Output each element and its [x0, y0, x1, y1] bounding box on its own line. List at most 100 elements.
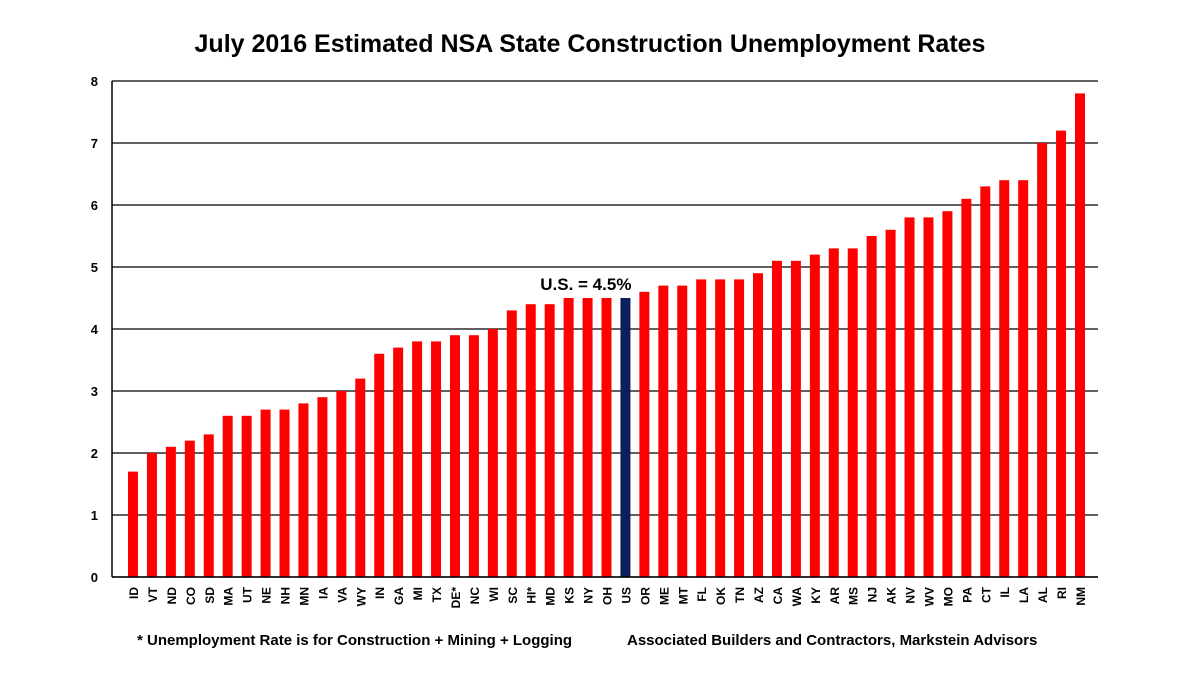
bar-mn: [298, 403, 309, 577]
x-tick-label: SC: [506, 587, 520, 604]
bar-md: [544, 304, 555, 577]
bar-nc: [468, 335, 479, 577]
bar-mo: [942, 211, 953, 577]
bar-ia: [317, 397, 328, 577]
x-tick-label: GA: [392, 587, 406, 605]
x-tick-label: MO: [941, 587, 955, 606]
y-tick-label: 8: [91, 74, 98, 89]
x-tick-label: OK: [714, 587, 728, 605]
bar-pa: [961, 198, 972, 578]
bar-nv: [904, 217, 915, 577]
x-tick-label: WY: [354, 587, 368, 606]
bar-ok: [715, 279, 726, 577]
bar-sc: [506, 310, 517, 577]
x-tick-label: AR: [828, 587, 842, 605]
x-tick-label: TN: [733, 587, 747, 603]
x-tick-label: MI: [411, 587, 425, 600]
y-tick-label: 1: [91, 508, 98, 523]
bar-co: [184, 440, 195, 577]
x-tick-label: ID: [127, 587, 141, 599]
bar-al: [1037, 143, 1048, 577]
bar-fl: [696, 279, 707, 577]
bar-az: [753, 273, 764, 577]
bar-ut: [241, 415, 252, 577]
x-tick-label: NM: [1074, 587, 1088, 606]
bar-wv: [923, 217, 934, 577]
bar-de: [449, 335, 460, 577]
x-tick-label: IA: [316, 587, 330, 599]
source-note: Associated Builders and Contractors, Mar…: [627, 632, 1038, 649]
x-tick-label: AK: [885, 587, 899, 605]
x-tick-label: KS: [563, 587, 577, 604]
y-tick-label: 4: [91, 322, 99, 337]
x-tick-label: VA: [335, 587, 349, 603]
y-tick-label: 0: [91, 570, 98, 585]
bar-mt: [677, 285, 688, 577]
bar-id: [128, 471, 138, 577]
x-tick-label: NJ: [866, 587, 880, 602]
x-tick-label: PA: [960, 587, 974, 603]
bar-ks: [563, 298, 574, 577]
x-tick-label: CO: [184, 587, 198, 605]
bar-vt: [146, 453, 157, 577]
x-tick-label: MA: [222, 587, 236, 606]
x-tick-label: SD: [203, 587, 217, 604]
bar-or: [639, 291, 650, 577]
x-tick-label: WI: [487, 587, 501, 602]
x-tick-label: WA: [790, 587, 804, 607]
bar-ky: [809, 254, 820, 577]
bar-sd: [203, 434, 214, 577]
bar-mi: [412, 341, 423, 577]
bar-nh: [279, 409, 290, 577]
y-tick-label: 3: [91, 384, 98, 399]
bar-ar: [828, 248, 839, 577]
bar-ga: [393, 347, 404, 577]
x-tick-label: ND: [165, 587, 179, 605]
us-annotation: U.S. = 4.5%: [540, 275, 631, 294]
x-tick-label: NH: [279, 587, 293, 604]
x-tick-label: MS: [847, 587, 861, 605]
bar-nd: [165, 446, 176, 577]
bar-ne: [260, 409, 271, 577]
bar-ak: [885, 229, 896, 578]
y-tick-label: 5: [91, 260, 98, 275]
x-tick-label: NE: [260, 587, 274, 604]
x-tick-label: CA: [771, 587, 785, 605]
x-tick-label: RI: [1055, 587, 1069, 599]
x-tick-label: FL: [695, 587, 709, 602]
x-tick-label: KY: [809, 587, 823, 604]
bar-ma: [222, 415, 233, 577]
x-tick-label: CT: [979, 586, 993, 603]
footnote: * Unemployment Rate is for Construction …: [137, 632, 573, 649]
bar-nj: [866, 236, 877, 577]
x-tick-label: AL: [1036, 587, 1050, 603]
x-tick-label: NY: [582, 587, 596, 604]
bar-ny: [582, 298, 593, 577]
y-tick-label: 7: [91, 136, 98, 151]
y-tick-label: 6: [91, 198, 98, 213]
x-tick-label: LA: [1017, 587, 1031, 603]
x-tick-label: US: [619, 587, 633, 604]
x-tick-label: MN: [297, 587, 311, 606]
bar-oh: [601, 298, 612, 577]
chart-title: July 2016 Estimated NSA State Constructi…: [194, 30, 986, 58]
x-tick-label: OR: [638, 587, 652, 605]
bar-wa: [790, 260, 801, 577]
bar-ri: [1056, 130, 1067, 577]
y-tick-label: 2: [91, 446, 98, 461]
x-tick-label: MD: [544, 587, 558, 606]
x-tick-label: DE*: [449, 587, 463, 609]
x-tick-label: HI*: [525, 587, 539, 604]
x-tick-label: UT: [241, 586, 255, 603]
bar-in: [374, 353, 385, 577]
x-tick-label: WV: [922, 587, 936, 606]
bar-va: [336, 391, 347, 577]
x-tick-label: NV: [904, 587, 918, 604]
x-tick-label: MT: [676, 586, 690, 604]
bar-ms: [847, 248, 858, 577]
bar-hi: [525, 304, 536, 577]
bar-tx: [431, 341, 442, 577]
x-tick-label: IL: [998, 587, 1012, 598]
x-tick-label: IN: [373, 587, 387, 599]
